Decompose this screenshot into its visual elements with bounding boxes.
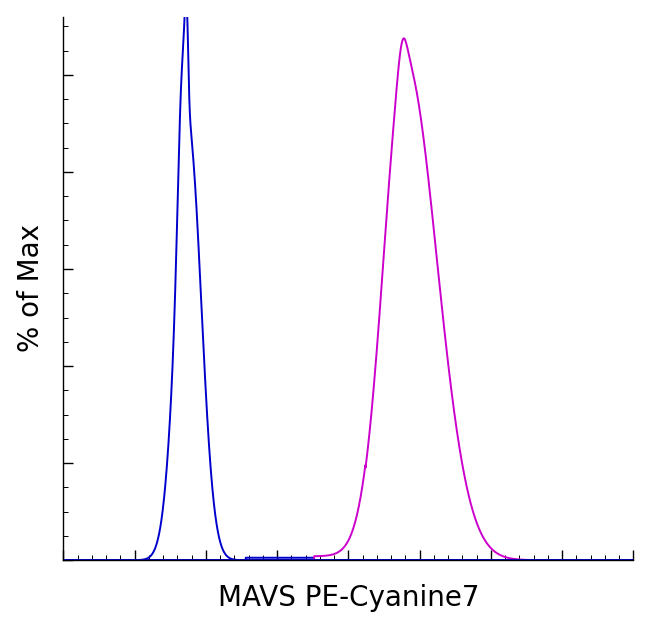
- X-axis label: MAVS PE-Cyanine7: MAVS PE-Cyanine7: [218, 584, 479, 613]
- Y-axis label: % of Max: % of Max: [17, 225, 45, 352]
